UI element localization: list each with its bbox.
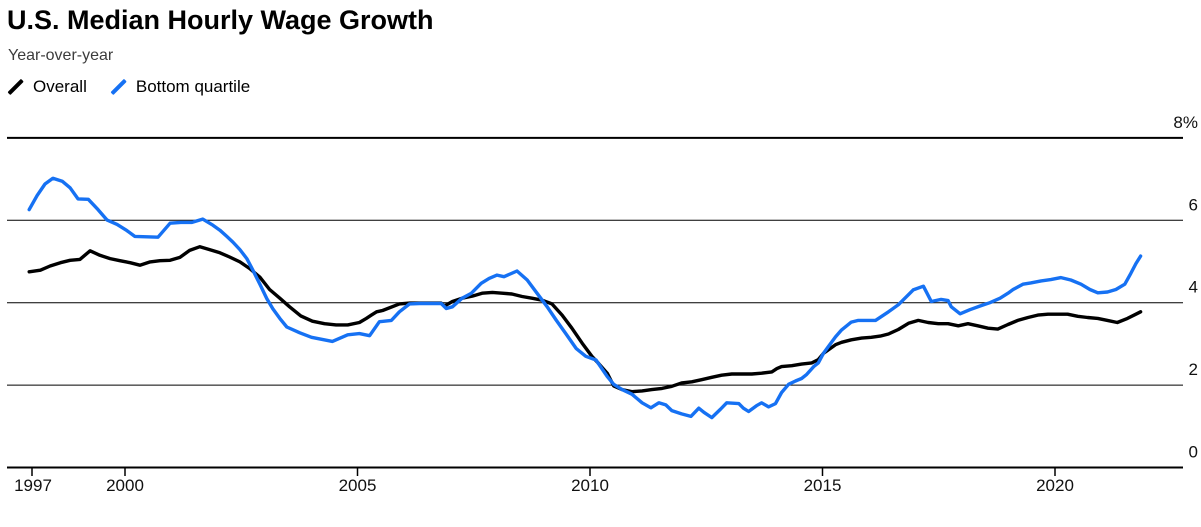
bottom-quartile-line — [27, 176, 1143, 420]
x-axis-label-1997: 1997 — [14, 476, 52, 495]
x-axis-label-2005: 2005 — [339, 476, 377, 495]
bottom-quartile-slash-icon — [110, 79, 127, 95]
overall-line — [27, 245, 1143, 394]
y-axis-label-4: 4 — [1189, 278, 1198, 297]
x-axis-label-2015: 2015 — [804, 476, 842, 495]
legend-label-bottom-quartile: Bottom quartile — [135, 77, 251, 96]
y-axis-label-8: 8% — [1173, 113, 1198, 132]
chart-title: U.S. Median Hourly Wage Growth — [7, 5, 434, 35]
legend-label-overall: Overall — [33, 77, 87, 96]
x-axis-label-2020: 2020 — [1036, 476, 1074, 495]
y-axis-label-6: 6 — [1189, 195, 1198, 214]
y-axis-label-0: 0 — [1189, 443, 1198, 462]
legend-item-bottom-quartile: Bottom quartile — [110, 77, 251, 97]
chart-legend: Overall Bottom quartile — [7, 77, 251, 97]
y-axis-label-2: 2 — [1189, 360, 1198, 379]
overall-slash-icon — [7, 79, 24, 95]
legend-item-overall: Overall — [7, 77, 87, 97]
x-axis-label-2010: 2010 — [571, 476, 609, 495]
chart-subtitle: Year-over-year — [8, 47, 114, 64]
x-axis-label-2000: 2000 — [106, 476, 144, 495]
